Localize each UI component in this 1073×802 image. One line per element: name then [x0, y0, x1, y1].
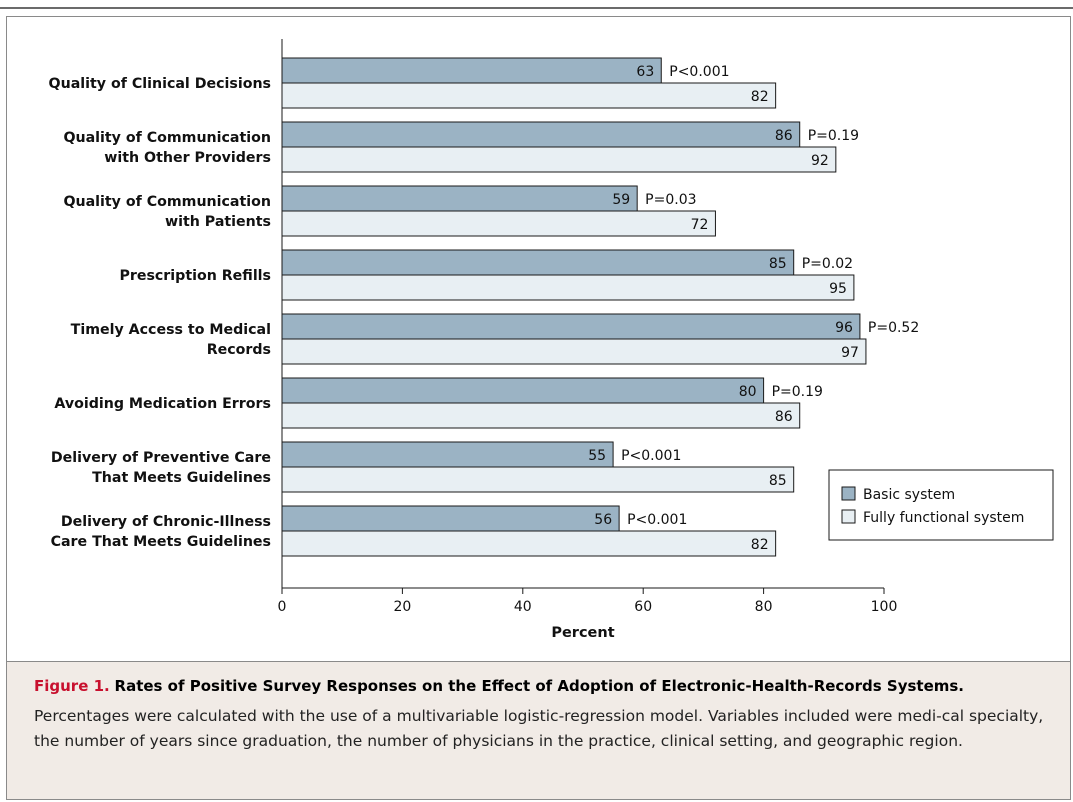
bar-value-label: 92	[811, 153, 829, 169]
x-tick-label: 100	[871, 599, 898, 615]
legend: Basic system Fully functional system	[828, 469, 1054, 541]
bar-fully-functional-system	[281, 466, 795, 493]
bar-value-label: 86	[775, 409, 793, 425]
bar-fully-functional-system	[281, 402, 801, 429]
p-value-label: P=0.02	[802, 256, 853, 272]
bar-value-label: 85	[769, 473, 787, 489]
caption-body: Percentages were calculated with the use…	[34, 707, 1044, 750]
bar-fully-functional-system	[281, 146, 837, 173]
legend-box	[828, 469, 1054, 541]
bar-value-label: 72	[691, 217, 709, 233]
bar-value-label: 55	[588, 448, 606, 464]
x-tick-label: 60	[634, 599, 652, 615]
bar-basic-system	[281, 377, 765, 404]
bar-basic-system	[281, 121, 801, 148]
x-tick-label: 0	[278, 599, 287, 615]
bar-fully-functional-system	[281, 210, 716, 237]
legend-swatch	[841, 509, 856, 524]
bar-value-label: 56	[594, 512, 612, 528]
bar-basic-system	[281, 57, 662, 84]
category-labels: Quality of Clinical Decisions Quality of …	[49, 76, 271, 550]
bar-fully-functional-system	[281, 530, 777, 557]
category-label: with Patients	[165, 214, 271, 230]
category-label: Avoiding Medication Errors	[54, 396, 271, 412]
bar-value-label: 63	[636, 64, 654, 80]
p-value-label: P=0.19	[772, 384, 823, 400]
caption-title: Rates of Positive Survey Responses on th…	[114, 677, 965, 695]
x-tick-label: 20	[393, 599, 411, 615]
caption-label: Figure 1.	[34, 677, 110, 695]
figure-panel: 63 82 P<0.001 86 92 P=0.19 59 72 P=0.03 85 95 P=0.0…	[6, 16, 1071, 800]
x-tick-label: 40	[514, 599, 532, 615]
category-label: Delivery of Chronic-Illness	[61, 514, 271, 530]
bar-value-label: 97	[841, 345, 859, 361]
category-label: Delivery of Preventive Care	[51, 450, 271, 466]
p-value-label: P<0.001	[669, 64, 729, 80]
bar-value-label: 82	[751, 537, 769, 553]
legend-entry-label: Fully functional system	[863, 510, 1024, 526]
legend-entry-label: Basic system	[863, 487, 955, 503]
bar-basic-system	[281, 441, 614, 468]
x-axis: 0 20 40 60 80 100	[278, 39, 898, 615]
bar-basic-system	[281, 313, 861, 340]
bar-basic-system	[281, 249, 795, 276]
bar-basic-system	[281, 505, 620, 532]
x-axis-title: Percent	[551, 625, 614, 641]
caption-heading: Figure 1. Rates of Positive Survey Respo…	[34, 676, 1052, 696]
category-label: Timely Access to Medical	[71, 322, 271, 338]
bar-value-label: 85	[769, 256, 787, 272]
category-label: with Other Providers	[104, 150, 271, 166]
bars-layer: 63 82 P<0.001 86 92 P=0.19 59 72 P=0.03 85 95 P=0.0…	[281, 57, 919, 557]
bar-fully-functional-system	[281, 82, 777, 109]
bar-value-label: 59	[612, 192, 630, 208]
category-label: Quality of Clinical Decisions	[49, 76, 271, 92]
bar-basic-system	[281, 185, 638, 212]
bar-fully-functional-system	[281, 338, 867, 365]
category-label: Care That Meets Guidelines	[51, 534, 271, 550]
bar-fully-functional-system	[281, 274, 855, 301]
top-rule	[0, 7, 1073, 9]
p-value-label: P<0.001	[621, 448, 681, 464]
x-tick-label: 80	[755, 599, 773, 615]
bar-value-label: 95	[829, 281, 847, 297]
p-value-label: P=0.19	[808, 128, 859, 144]
figure-caption: Figure 1. Rates of Positive Survey Respo…	[7, 661, 1070, 799]
bar-value-label: 86	[775, 128, 793, 144]
p-value-label: P<0.001	[627, 512, 687, 528]
bar-value-label: 96	[835, 320, 853, 336]
bar-value-label: 80	[739, 384, 757, 400]
bar-value-label: 82	[751, 89, 769, 105]
legend-swatch	[841, 486, 856, 501]
bar-chart: 63 82 P<0.001 86 92 P=0.19 59 72 P=0.03 85 95 P=0.0…	[49, 39, 1054, 641]
p-value-label: P=0.52	[868, 320, 919, 336]
category-label: Quality of Communication	[63, 130, 271, 146]
category-label: That Meets Guidelines	[92, 470, 271, 486]
category-label: Prescription Refills	[119, 268, 271, 284]
p-value-label: P=0.03	[645, 192, 696, 208]
category-label: Quality of Communication	[63, 194, 271, 210]
category-label: Records	[207, 342, 271, 358]
